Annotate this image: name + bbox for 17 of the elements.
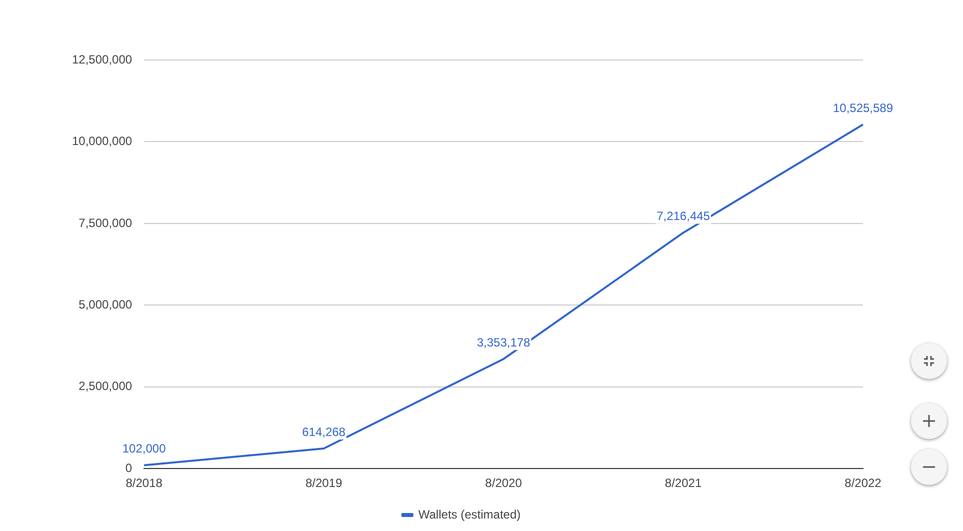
y-tick-label: 7,500,000 — [78, 216, 132, 230]
x-tick-label: 8/2020 — [485, 476, 522, 490]
x-tick-label: 8/2021 — [664, 476, 702, 490]
y-tick-label: 0 — [125, 460, 132, 475]
data-label: 3,353,178 — [476, 335, 531, 350]
y-tick-label: 10,000,000 — [72, 134, 132, 148]
x-tick-label: 8/2022 — [844, 476, 882, 490]
data-label: 10,525,589 — [832, 100, 894, 115]
x-tick-label: 8/2019 — [305, 476, 342, 490]
legend-label: Wallets (estimated) — [418, 507, 521, 522]
y-tick-label: 2,500,000 — [78, 379, 132, 394]
data-label: 102,000 — [122, 442, 166, 456]
data-label: 7,216,445 — [656, 209, 710, 224]
data-label: 614,268 — [302, 424, 346, 439]
x-tick-label: 8/2018 — [126, 476, 163, 490]
y-tick-label: 12,500,000 — [72, 52, 132, 66]
y-tick-label: 5,000,000 — [78, 297, 132, 312]
